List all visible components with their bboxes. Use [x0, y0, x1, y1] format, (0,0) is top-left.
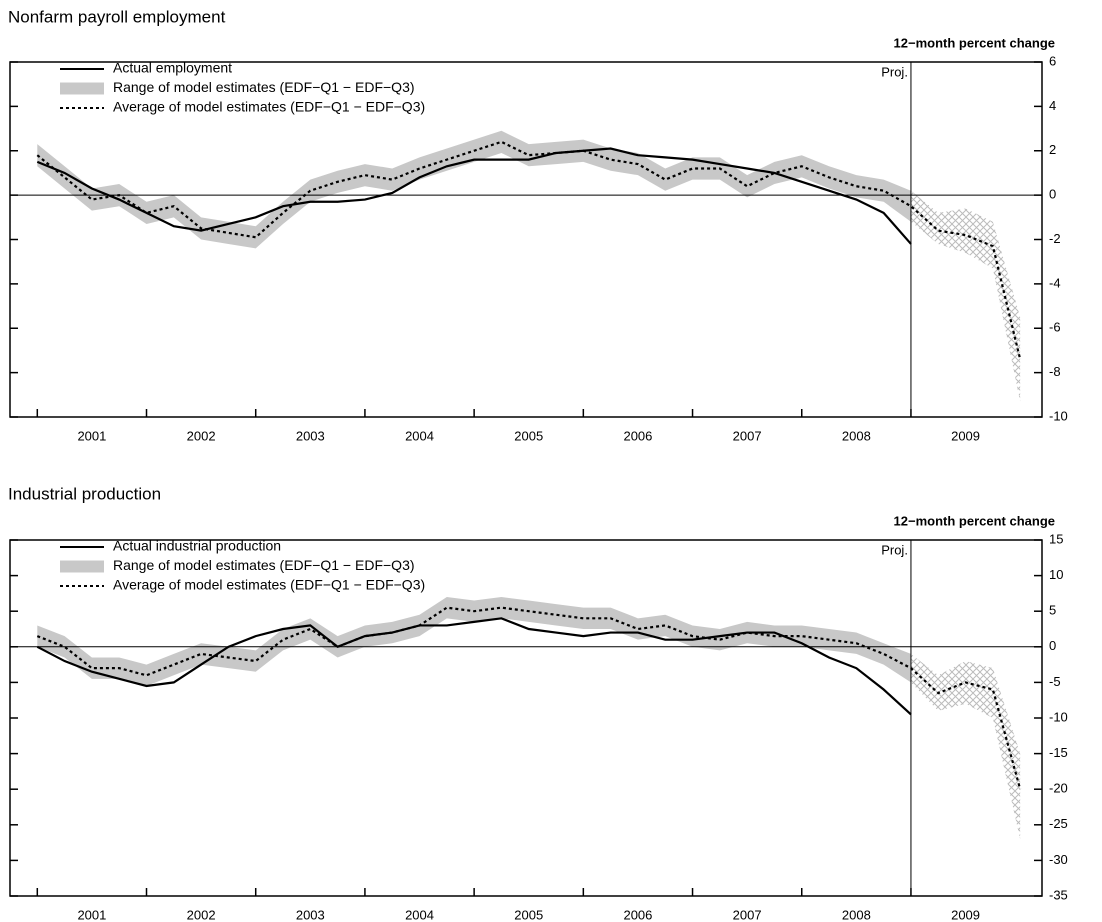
x-tick-label: 2009 [951, 428, 980, 443]
x-tick-label: 2004 [405, 907, 434, 922]
y-tick-label: -10 [1049, 408, 1068, 423]
average-line [36, 606, 1022, 790]
x-tick-label: 2001 [77, 428, 106, 443]
x-tick-label: 2008 [842, 907, 871, 922]
average-line [36, 140, 1022, 360]
y-tick-label: -20 [1049, 781, 1068, 796]
plot-frame [9, 539, 1043, 897]
y-tick-label: -8 [1049, 364, 1061, 379]
legend-label: Actual employment [113, 60, 232, 76]
legend-label: Actual industrial production [113, 538, 281, 554]
actual-line [36, 617, 912, 716]
x-tick-label: 2001 [77, 907, 106, 922]
x-tick-label: 2003 [296, 428, 325, 443]
y-tick-label: 2 [1049, 142, 1056, 157]
x-tick-label: 2004 [405, 428, 434, 443]
y-tick-label: 5 [1049, 603, 1056, 618]
y-tick-label: -6 [1049, 320, 1061, 335]
axis-label: 12−month percent change [894, 35, 1055, 50]
projection-label: Proj. [881, 64, 908, 79]
y-tick-label: -10 [1049, 709, 1068, 724]
legend-label: Range of model estimates (EDF−Q1 − EDF−Q… [113, 79, 415, 95]
actual-line [36, 147, 912, 245]
x-tick-label: 2009 [951, 907, 980, 922]
x-tick-label: 2005 [514, 428, 543, 443]
x-tick-label: 2002 [187, 907, 216, 922]
y-tick-label: 6 [1049, 53, 1056, 68]
y-tick-label: -25 [1049, 816, 1068, 831]
y-tick-label: -35 [1049, 887, 1068, 902]
y-tick-label: -5 [1049, 674, 1061, 689]
y-tick-label: -4 [1049, 275, 1061, 290]
legend-label: Average of model estimates (EDF−Q1 − EDF… [113, 577, 425, 593]
y-tick-label: 10 [1049, 567, 1063, 582]
x-tick-label: 2002 [187, 428, 216, 443]
y-tick-label: 0 [1049, 638, 1056, 653]
x-tick-label: 2007 [733, 428, 762, 443]
y-tick-label: -15 [1049, 745, 1068, 760]
x-tick-label: 2005 [514, 907, 543, 922]
legend-label: Average of model estimates (EDF−Q1 − EDF… [113, 99, 425, 115]
x-tick-label: 2007 [733, 907, 762, 922]
y-tick-label: 4 [1049, 98, 1056, 113]
y-tick-label: -2 [1049, 231, 1061, 246]
x-tick-label: 2006 [623, 428, 652, 443]
chart-title: Nonfarm payroll employment [8, 7, 226, 26]
axis-label: 12−month percent change [894, 513, 1055, 528]
legend-swatch [60, 82, 104, 95]
legend-label: Range of model estimates (EDF−Q1 − EDF−Q… [113, 557, 415, 573]
legend-swatch [60, 560, 104, 573]
x-tick-label: 2003 [296, 907, 325, 922]
range-band-projection [910, 653, 1021, 840]
y-tick-label: 15 [1049, 531, 1063, 546]
plot-frame [9, 61, 1043, 418]
x-tick-label: 2006 [623, 907, 652, 922]
x-tick-label: 2008 [842, 428, 871, 443]
range-band-projection [910, 190, 1021, 402]
y-tick-label: -30 [1049, 852, 1068, 867]
y-tick-label: 0 [1049, 187, 1056, 202]
chart-title: Industrial production [8, 484, 161, 503]
projection-label: Proj. [881, 542, 908, 557]
range-band [37, 130, 911, 249]
range-band [37, 596, 911, 686]
